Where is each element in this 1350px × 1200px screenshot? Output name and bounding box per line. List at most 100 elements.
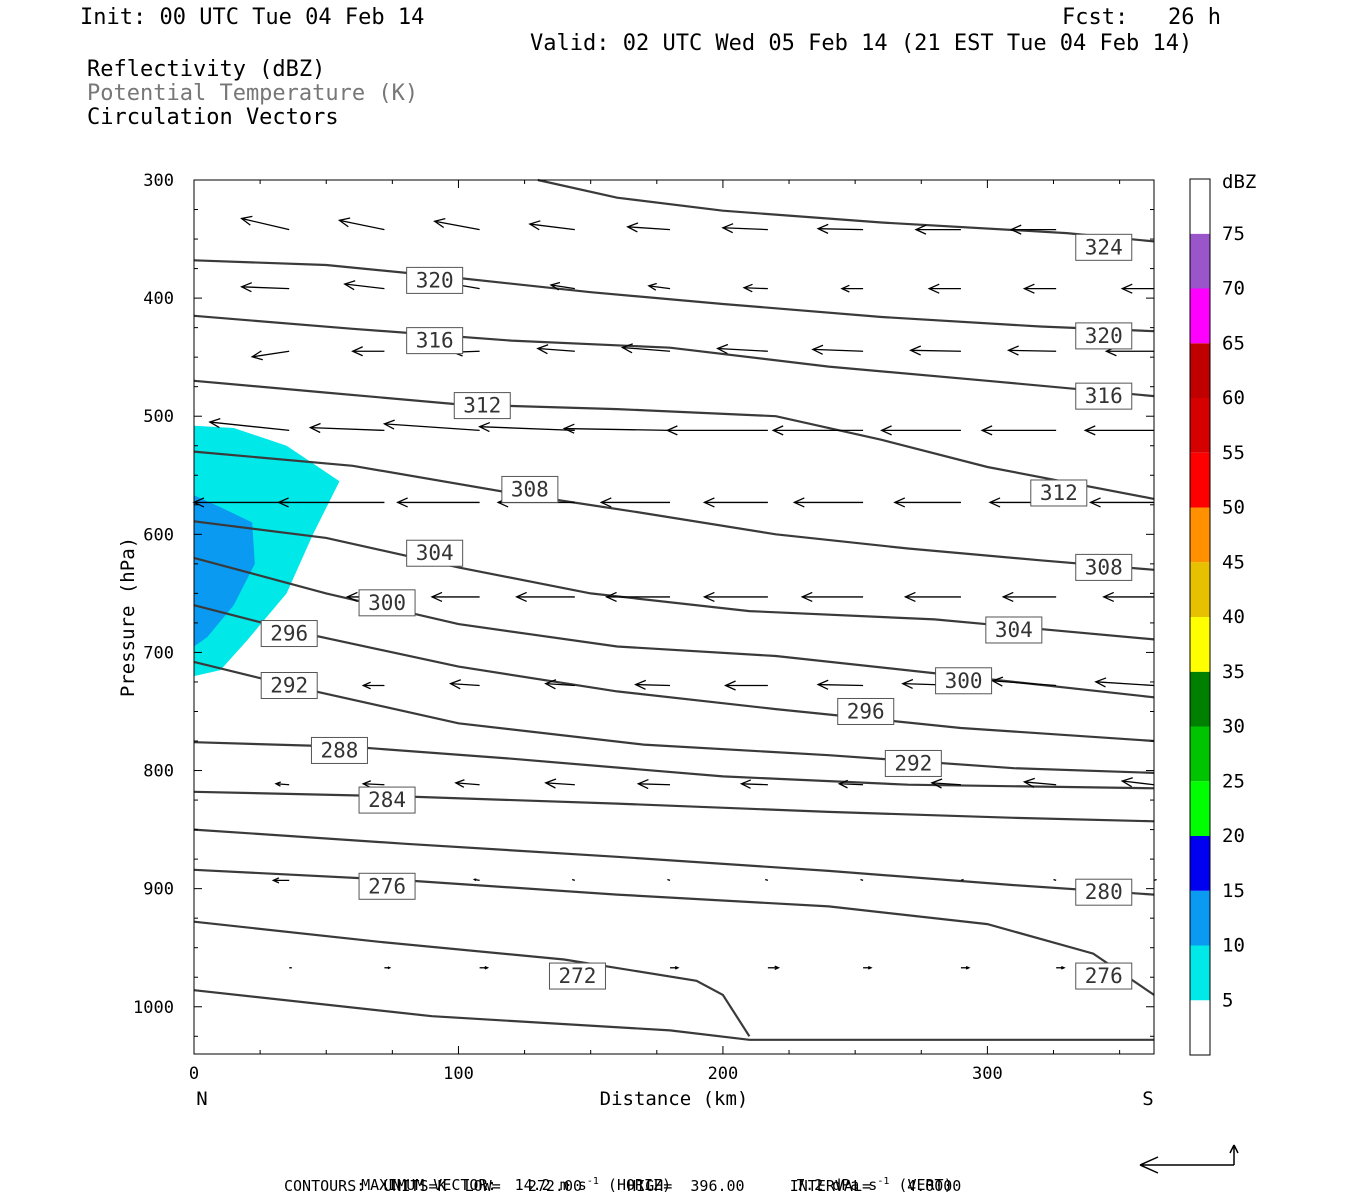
circulation-vector: [571, 878, 576, 881]
vector-head: [1061, 965, 1066, 970]
colorbar-bin-25: [1190, 726, 1210, 782]
vector-head: [361, 780, 372, 789]
circulation-vector: [721, 223, 768, 234]
vector-head: [840, 284, 850, 293]
max-vert-value: 7.2 dPa s: [796, 1176, 878, 1194]
vector-shaft: [910, 349, 961, 352]
vector-head: [816, 223, 829, 234]
vector-head: [721, 223, 734, 234]
contour-label-320: 320: [406, 266, 464, 294]
vector-shaft: [564, 427, 671, 432]
vector-shaft: [384, 423, 480, 432]
vector-head: [351, 346, 363, 357]
vector-shaft: [209, 421, 290, 432]
vector-shaft: [363, 783, 385, 786]
circulation-vector: [665, 425, 768, 436]
contour-label-text: 292: [270, 674, 308, 698]
circulation-vector: [1022, 283, 1057, 294]
contour-label-320: 320: [1075, 322, 1133, 350]
circulation-vector: [634, 679, 671, 690]
circulation-vector: [277, 497, 385, 508]
contour-label-284: 284: [358, 786, 416, 814]
circulation-vector: [739, 779, 768, 789]
axis-layer: 300 400 500 600 700 800 900 1000 0 100 200 300: [133, 171, 1154, 1084]
circulation-vector: [472, 878, 480, 882]
colorbar-bin-0: [1190, 1000, 1210, 1055]
colorbar-tick-label: 60: [1222, 387, 1245, 409]
circulation-vector: [271, 877, 290, 884]
circulation-vector: [1053, 878, 1057, 881]
vector-head: [604, 591, 617, 603]
colorbar: 5 10 15 20 25 30 35 40 45 50 55 60 65 70 75: [1189, 178, 1245, 1056]
circulation-vector: [208, 418, 290, 432]
vector-shaft: [818, 683, 864, 687]
colorbar-bin-55: [1190, 398, 1210, 453]
contour-label-312: 312: [1030, 479, 1088, 507]
contour-label-300: 300: [935, 667, 993, 695]
vector-head: [774, 965, 781, 971]
vector-shaft: [450, 683, 480, 687]
colorbar-tick-label: 55: [1222, 442, 1245, 464]
contour-label-box: [260, 620, 318, 648]
circulation-vector: [837, 779, 864, 789]
vector-shaft: [931, 782, 961, 786]
vector-head: [599, 497, 612, 508]
vector-head: [893, 497, 906, 508]
colorbar-bin-5: [1190, 945, 1210, 1001]
max-horiz-value: 14.2 m s: [514, 1176, 587, 1194]
vector-head: [837, 779, 849, 789]
circulation-vector: [860, 878, 864, 881]
contour-label-316: 316: [406, 327, 464, 355]
circulation-vector: [250, 350, 290, 361]
contour-label-text: 312: [463, 394, 501, 418]
colorbar-unit-label: dBZ: [1222, 171, 1256, 193]
vector-head: [647, 282, 657, 291]
vector-head: [620, 343, 633, 354]
vector-head: [274, 781, 281, 787]
circulation-vector: [478, 421, 575, 433]
contour-label-324: 324: [1075, 233, 1133, 261]
circulation-vector: [1056, 965, 1066, 970]
vector-shaft: [1024, 781, 1057, 786]
contour-label-text: 300: [945, 669, 983, 693]
circulation-vector: [343, 280, 385, 291]
colorbar-bin-15: [1190, 836, 1210, 891]
contour-label-312: 312: [453, 392, 511, 420]
contour-label-280: 280: [1075, 878, 1133, 906]
x-left-end-label: N: [196, 1088, 207, 1110]
contour-label-276: 276: [1075, 962, 1133, 990]
vector-head: [739, 779, 752, 789]
vector-shaft: [1122, 780, 1155, 786]
contour-label-layer: 324 320 320 316 316 312 312 308 308 304 304 300 300 2…: [260, 233, 1133, 990]
horiz-unit: (HORIZ): [607, 1176, 672, 1194]
colorbar-bin-20: [1190, 781, 1210, 836]
circulation-vector: [528, 220, 575, 231]
contour-label-276: 276: [358, 872, 416, 900]
colorbar-bin-30: [1190, 671, 1210, 727]
vector-head: [308, 422, 321, 434]
vector-shaft: [529, 223, 575, 231]
vector-shaft: [275, 783, 290, 786]
circulation-vector: [620, 343, 671, 354]
vector-head: [1006, 345, 1019, 356]
colorbar-bin-35: [1190, 617, 1210, 672]
circulation-vector: [1083, 425, 1154, 436]
circulation-vector: [599, 497, 671, 508]
vert-exponent: -1: [877, 1176, 890, 1187]
vector-shaft: [1008, 349, 1057, 352]
circulation-vector: [723, 680, 768, 691]
y-tick-label: 900: [143, 880, 174, 900]
contour-label-box: [406, 266, 464, 294]
theta-contour-280: [193, 828, 1155, 896]
theta-contour-284: [193, 790, 1155, 823]
vector-head: [277, 497, 289, 508]
vector-head: [387, 966, 392, 970]
x-tick-label: 0: [189, 1064, 199, 1084]
circulation-vector: [1102, 591, 1154, 603]
vector-head: [1022, 777, 1035, 788]
vector-head: [544, 679, 557, 690]
contour-label-box: [935, 667, 993, 695]
contour-label-text: 308: [511, 477, 549, 501]
vector-shaft: [344, 283, 385, 290]
